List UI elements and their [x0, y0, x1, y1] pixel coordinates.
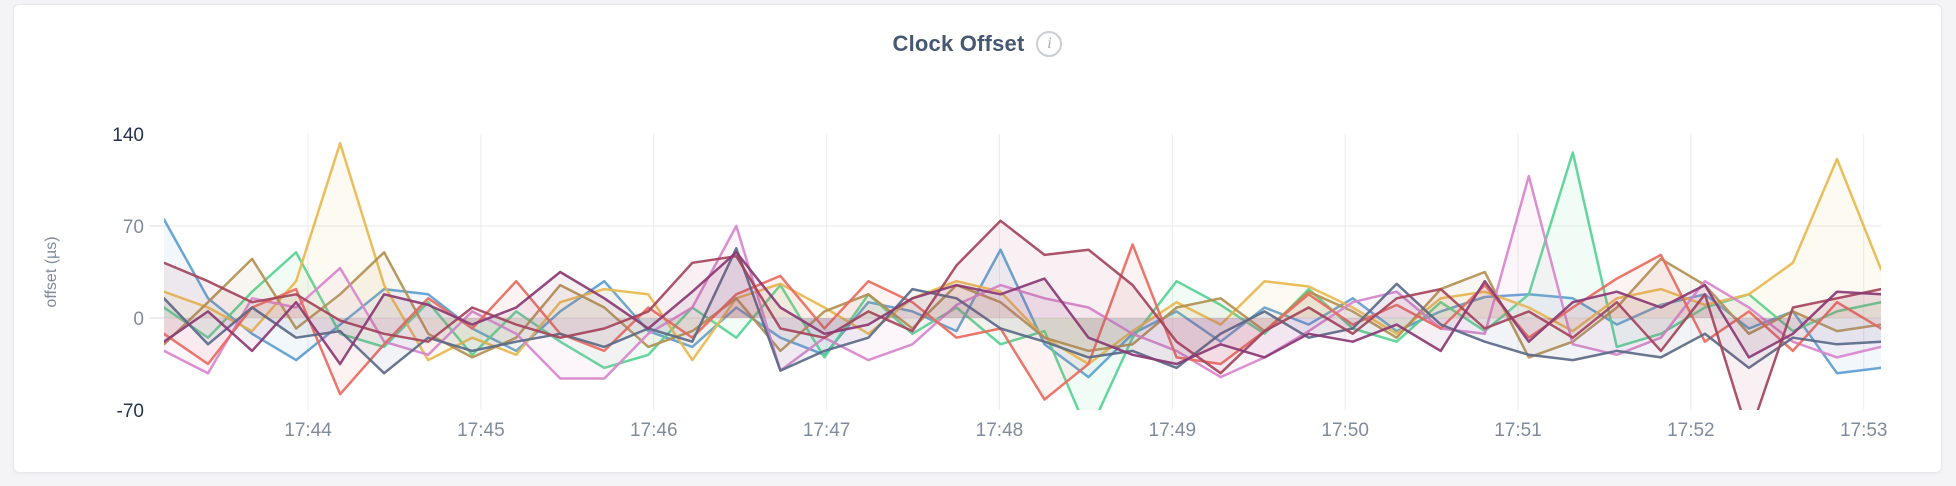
clock-offset-card: Clock Offset i offset (µs) 140 70 0 -70 17:4… [13, 4, 1942, 473]
area-series-8 [164, 220, 1881, 410]
series-group [164, 141, 1881, 410]
chart-header: Clock Offset i [14, 31, 1941, 57]
y-tick-label: 0 [133, 309, 144, 330]
y-tick-label: 70 [123, 217, 144, 238]
line-series-8 [164, 219, 1881, 410]
line-series-9 [164, 251, 1881, 366]
area-series-3 [164, 143, 1881, 364]
x-tick-label: 17:50 [1321, 420, 1369, 441]
line-series-5 [164, 174, 1881, 380]
area-series-6 [164, 244, 1881, 400]
y-tick-label: -70 [117, 401, 144, 422]
area-series-7 [164, 248, 1881, 374]
y-axis-title: offset (µs) [43, 236, 60, 307]
gridlines [149, 134, 1881, 410]
x-tick-label: 17:53 [1840, 420, 1888, 441]
line-series-1 [164, 218, 1881, 379]
line-series-7 [164, 247, 1881, 375]
x-tick-label: 17:45 [457, 420, 505, 441]
x-tick-label: 17:51 [1494, 420, 1542, 441]
axis-labels: 140 70 0 -70 17:44 17:45 17:46 17:47 17:48 17:49 1… [112, 125, 1887, 441]
x-tick-label: 17:48 [976, 420, 1024, 441]
x-tick-label: 17:47 [803, 420, 851, 441]
area-series-9 [164, 252, 1881, 364]
clock-offset-chart[interactable]: offset (µs) 140 70 0 -70 17:44 17:45 17:46 17:4… [14, 5, 1943, 474]
x-tick-label: 17:52 [1667, 420, 1715, 441]
chart-title: Clock Offset [892, 31, 1025, 56]
line-series-3 [164, 141, 1881, 366]
x-tick-label: 17:46 [630, 420, 678, 441]
info-icon[interactable]: i [1036, 31, 1063, 57]
x-tick-label: 17:44 [284, 420, 332, 441]
line-series-2 [164, 151, 1881, 410]
y-tick-label: 140 [112, 125, 144, 146]
x-tick-label: 17:49 [1149, 420, 1197, 441]
